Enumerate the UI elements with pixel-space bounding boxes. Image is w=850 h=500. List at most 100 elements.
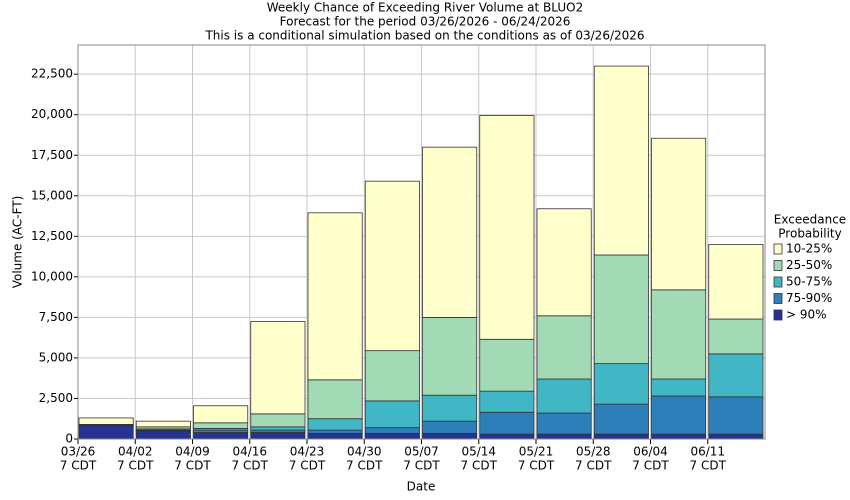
bar-segment	[193, 422, 249, 429]
y-tick-label: 22,500	[31, 67, 73, 81]
y-axis-label: Volume (AC-FT)	[11, 196, 25, 289]
x-tick-sublabel: 7 CDT	[518, 459, 555, 473]
x-tick-label: 04/16	[232, 445, 267, 459]
bar-segment	[422, 316, 478, 396]
x-tick-sublabel: 7 CDT	[690, 459, 727, 473]
x-tick-label: 03/26	[61, 445, 96, 459]
x-tick-label: 05/28	[576, 445, 611, 459]
y-tick-label: 2,500	[39, 391, 73, 405]
bar-segment	[708, 353, 764, 398]
chart-subtitle: Forecast for the period 03/26/2026 - 06/…	[280, 15, 571, 29]
x-tick-sublabel: 7 CDT	[461, 459, 498, 473]
legend-label: 50-75%	[786, 275, 832, 289]
bar-segment	[536, 315, 592, 380]
legend-swatch	[773, 260, 783, 271]
x-tick-label: 06/11	[690, 445, 725, 459]
bar-segment	[307, 429, 363, 434]
bar-segment	[708, 318, 764, 355]
bar-segment	[78, 425, 134, 440]
bar-segment	[193, 432, 249, 440]
bar-segment	[708, 433, 764, 440]
bar-segment	[422, 394, 478, 422]
legend-title: Exceedance	[774, 213, 846, 227]
legend-swatch	[773, 309, 783, 321]
bar-segment	[593, 254, 649, 365]
bar-segment	[307, 418, 363, 431]
bar-segment	[422, 420, 478, 434]
bar-segment	[364, 350, 420, 402]
bar-segment	[364, 427, 420, 434]
bar-segment	[250, 413, 306, 428]
bar-segment	[307, 212, 363, 381]
x-tick-label: 04/02	[118, 445, 153, 459]
bar-segment	[364, 180, 420, 352]
legend-label: > 90%	[786, 308, 827, 322]
bar-segment	[307, 379, 363, 420]
bar-segment	[250, 432, 306, 440]
bar-segment	[536, 433, 592, 440]
x-tick-sublabel: 7 CDT	[289, 459, 326, 473]
legend-swatch	[773, 276, 783, 288]
bar-segment	[593, 363, 649, 405]
bar-segment	[536, 412, 592, 435]
y-tick-label: 0	[65, 432, 73, 446]
bar-segment	[479, 433, 535, 440]
bar-segment	[708, 244, 764, 320]
bar-segment	[651, 433, 707, 440]
bar-segment	[135, 420, 191, 428]
y-tick-label: 10,000	[31, 269, 73, 283]
bar-segment	[250, 426, 306, 431]
bar-segment	[593, 65, 649, 256]
bar-segment	[364, 400, 420, 429]
bar-segment	[708, 396, 764, 435]
y-tick-label: 7,500	[39, 310, 73, 324]
plot-border	[77, 44, 766, 440]
legend-swatch	[773, 243, 783, 255]
bar-segment	[593, 433, 649, 440]
bar-segment	[479, 390, 535, 413]
bar-segment	[364, 432, 420, 440]
y-tick-label: 17,500	[31, 148, 73, 162]
y-tick-label: 5,000	[39, 350, 73, 364]
x-tick-label: 04/09	[175, 445, 210, 459]
bar-segment	[250, 321, 306, 415]
bar-segment	[651, 289, 707, 380]
bar-segment	[479, 338, 535, 392]
y-tick-label: 15,000	[31, 188, 73, 202]
x-tick-label: 05/14	[461, 445, 496, 459]
bar-segment	[479, 411, 535, 435]
x-tick-sublabel: 7 CDT	[117, 459, 154, 473]
x-tick-label: 05/21	[519, 445, 554, 459]
bar-segment	[651, 137, 707, 291]
bar-segment	[307, 432, 363, 440]
bar-segment	[479, 115, 535, 340]
x-tick-label: 04/23	[290, 445, 325, 459]
legend-label: 75-90%	[786, 291, 832, 305]
chart-note: This is a conditional simulation based o…	[204, 29, 644, 43]
legend-title: Probability	[778, 227, 841, 241]
bar-segment	[78, 417, 134, 425]
x-tick-label: 04/30	[347, 445, 382, 459]
bar-segment	[536, 378, 592, 414]
bar-segment	[536, 208, 592, 317]
bar-segment	[422, 146, 478, 318]
x-tick-label: 05/07	[404, 445, 439, 459]
y-tick-label: 20,000	[31, 107, 73, 121]
bar-segment	[651, 395, 707, 435]
bar-segment	[135, 430, 191, 440]
x-axis-label: Date	[407, 480, 436, 494]
bar-segment	[193, 405, 249, 424]
legend-label: 25-50%	[786, 258, 832, 272]
x-tick-sublabel: 7 CDT	[232, 459, 269, 473]
x-tick-sublabel: 7 CDT	[60, 459, 97, 473]
x-tick-label: 06/04	[633, 445, 668, 459]
x-tick-sublabel: 7 CDT	[575, 459, 612, 473]
x-tick-sublabel: 7 CDT	[346, 459, 383, 473]
legend-label: 10-25%	[786, 242, 832, 256]
x-tick-sublabel: 7 CDT	[632, 459, 669, 473]
bar-segment	[593, 403, 649, 435]
bar-segment	[651, 378, 707, 397]
x-tick-sublabel: 7 CDT	[403, 459, 440, 473]
x-tick-sublabel: 7 CDT	[174, 459, 211, 473]
